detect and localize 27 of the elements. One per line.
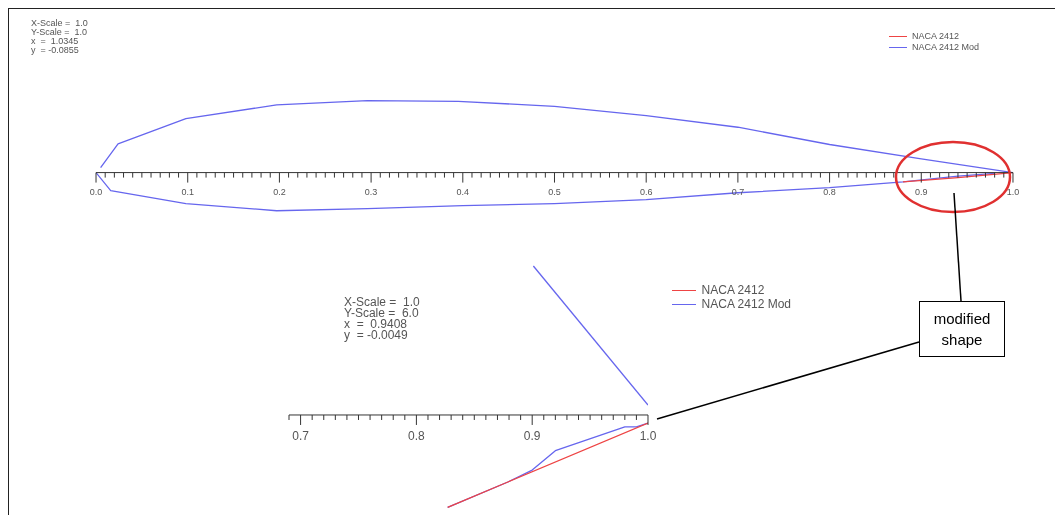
x-tick-label: 0.0: [89, 186, 103, 197]
annotation: x = 0.9408: [344, 317, 409, 331]
annotation: Y-Scale = 6.0: [344, 306, 420, 320]
text: modified shape: [919, 301, 1005, 357]
annotation: X-Scale = 1.0: [344, 295, 420, 309]
x-tick-label: 0.1: [181, 186, 194, 197]
x-tick-label: 0.5: [548, 186, 561, 197]
x-tick-label: 0.8: [823, 186, 836, 197]
x-tick-label: 0.3: [364, 186, 378, 197]
x-tick-label: 0.8: [408, 428, 426, 443]
text: y = -0.0855: [31, 45, 80, 55]
annotation: y = -0.0049: [344, 328, 409, 342]
x-tick-label: 0.6: [639, 186, 653, 197]
text: x = 1.0345: [31, 36, 80, 46]
x-tick-label: 1.0: [639, 428, 657, 443]
legend-label: NACA 2412: [911, 31, 959, 42]
x-tick-label: 0.9: [523, 428, 541, 443]
x-tick-label: 1.0: [1006, 186, 1020, 197]
x-tick-label: 0.4: [456, 186, 470, 197]
x-tick-label: 0.2: [273, 186, 286, 197]
legend-label: NACA 2412 Mod: [701, 297, 791, 311]
x-tick-label: 0.7: [292, 428, 310, 443]
legend-label: NACA 2412 Mod: [911, 42, 979, 53]
x-tick-label: 0.9: [915, 186, 928, 197]
text: Y-Scale = 1.0: [31, 27, 88, 37]
text: X-Scale = 1.0: [31, 18, 88, 28]
legend-label: NACA 2412: [701, 283, 765, 297]
